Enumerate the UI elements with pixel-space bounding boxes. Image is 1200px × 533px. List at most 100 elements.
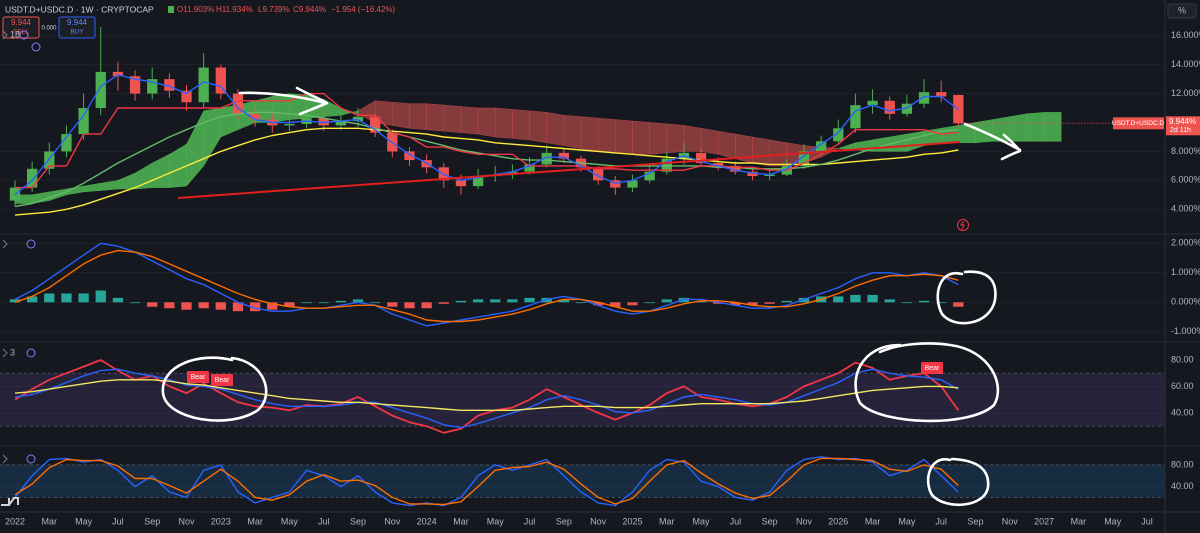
histogram-bar xyxy=(713,302,724,304)
cloud-segment xyxy=(717,130,736,160)
series-line xyxy=(14,368,959,429)
histogram-bar xyxy=(181,302,192,310)
histogram-bar xyxy=(730,302,741,306)
candle-body xyxy=(318,118,329,126)
candle-body xyxy=(593,167,604,181)
cloud-segment xyxy=(460,106,479,135)
buy-price[interactable]: 9.944 xyxy=(67,18,88,27)
x-tick-label: Sep xyxy=(556,516,572,526)
histogram-bar xyxy=(455,300,467,303)
y-tick-label: 8.000% xyxy=(1171,146,1200,156)
histogram-bar xyxy=(215,302,226,310)
x-tick-label: 2022 xyxy=(5,516,25,526)
cloud-segment xyxy=(700,128,719,155)
histogram-bar xyxy=(27,296,38,303)
histogram-bar xyxy=(764,302,775,304)
cloud-segment xyxy=(529,110,547,144)
cloud-segment xyxy=(1009,113,1028,142)
x-tick-label: May xyxy=(487,516,505,526)
candle-body xyxy=(884,100,895,114)
x-tick-label: May xyxy=(693,516,711,526)
y-tick-label: 40.00 xyxy=(1171,407,1194,417)
legend-swatch xyxy=(168,6,174,13)
histogram-bar xyxy=(558,299,569,303)
hand-circle xyxy=(854,342,1000,423)
candle-body xyxy=(798,151,810,166)
histogram-bar xyxy=(61,293,72,303)
scale-mode-button[interactable] xyxy=(1167,3,1197,19)
sell-price[interactable]: 9.944 xyxy=(11,18,32,27)
cloud-segment xyxy=(666,123,685,154)
pane-settings-icon[interactable] xyxy=(26,348,36,358)
buy-button[interactable] xyxy=(58,16,96,39)
cloud-segment xyxy=(769,139,788,167)
y-tick-label: 1.000% xyxy=(1171,267,1200,277)
cloud-segment xyxy=(632,120,650,155)
histogram-bar xyxy=(112,297,124,303)
histogram-bar xyxy=(593,302,604,306)
pane-label: 18 xyxy=(10,29,20,39)
collapse-icon[interactable] xyxy=(2,239,8,249)
histogram-bar xyxy=(147,302,158,307)
histogram-bar xyxy=(370,302,381,304)
ohlc-open: O11.903% xyxy=(177,5,214,14)
trend-line xyxy=(177,141,961,199)
candle-body xyxy=(147,79,158,94)
histogram-bar xyxy=(850,294,861,303)
histogram-bar xyxy=(661,299,672,303)
candle-body xyxy=(850,105,861,129)
x-tick-label: Jul xyxy=(112,516,124,526)
candle-body xyxy=(198,67,209,103)
histogram-bar xyxy=(198,302,209,309)
brand-logo[interactable] xyxy=(1,497,19,506)
candle-body xyxy=(215,67,226,94)
series-line xyxy=(14,359,960,434)
buy-label[interactable]: BUY xyxy=(70,29,84,36)
settings-icon[interactable] xyxy=(31,42,41,52)
cloud-segment xyxy=(272,93,290,123)
histogram-bar xyxy=(164,302,175,309)
x-tick-label: May xyxy=(75,516,93,526)
candle-body xyxy=(730,165,741,172)
pane-settings-icon[interactable] xyxy=(26,239,36,249)
candle-body xyxy=(627,180,638,188)
histogram-bar xyxy=(387,302,398,307)
alert-icon[interactable] xyxy=(957,219,969,231)
pane-settings-icon[interactable] xyxy=(19,30,29,40)
histogram-bar xyxy=(610,302,621,307)
x-tick-label: 2024 xyxy=(417,516,437,526)
price-tag-symbol-box xyxy=(1113,117,1164,130)
y-tick-label: 14.000% xyxy=(1171,59,1200,69)
cloud-segment xyxy=(752,136,770,167)
collapse-icon[interactable] xyxy=(2,454,8,464)
candle-body xyxy=(164,79,175,91)
ohlc-change: −1.954 (−16.42%) xyxy=(331,5,395,14)
series-line xyxy=(15,92,959,189)
collapse-icon[interactable] xyxy=(2,348,8,358)
candle-body xyxy=(695,152,707,163)
collapse-icon[interactable] xyxy=(2,30,8,40)
scale-mode[interactable]: % xyxy=(1178,5,1186,15)
candle-body xyxy=(610,180,621,188)
histogram-bar xyxy=(318,302,329,304)
histogram-bar xyxy=(267,302,278,310)
candle-body xyxy=(901,103,913,114)
histogram-bar xyxy=(95,290,106,303)
symbol-title: USDT.D+USDC.D · 1W · CRYPTOCAP xyxy=(5,4,154,14)
cloud-segment xyxy=(615,119,633,155)
histogram-bar xyxy=(884,299,895,303)
drawings-layer xyxy=(161,86,1022,507)
histogram-bar xyxy=(472,299,484,303)
cloud-segment xyxy=(1043,112,1062,142)
histogram-bar xyxy=(833,296,844,303)
x-tick-label: Mar xyxy=(247,516,263,526)
candle-body xyxy=(936,92,947,97)
y-tick-label: 12.000% xyxy=(1171,88,1200,98)
x-tick-label: Jul xyxy=(318,516,330,526)
x-tick-label: Sep xyxy=(350,516,366,526)
pane-settings-icon[interactable] xyxy=(26,454,36,464)
candle-body xyxy=(713,162,724,166)
cloud-segment xyxy=(597,117,616,154)
